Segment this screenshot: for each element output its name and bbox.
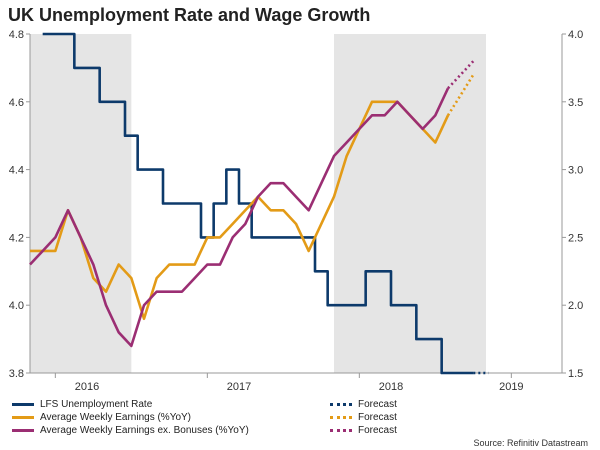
tick-labels: 3.8 4.0 4.2 4.4 4.6 4.8 1.5 2.0 2.5 3.0 3.5 4.0 2016… <box>9 29 584 393</box>
x-tick-label: 2019 <box>499 381 523 393</box>
y-left-tick-label: 4.2 <box>9 232 24 244</box>
legend-label-unemployment: LFS Unemployment Rate <box>40 399 153 410</box>
y-right-tick-label: 1.5 <box>568 368 583 380</box>
y-right-tick-label: 2.0 <box>568 300 583 312</box>
y-right-tick-label: 3.5 <box>568 97 583 109</box>
legend-swatch-unemployment-forecast <box>330 403 352 406</box>
source-note: Source: Refinitiv Datastream <box>473 438 588 448</box>
legend-swatch-unemployment <box>12 403 34 406</box>
y-left-tick-label: 4.8 <box>9 29 24 41</box>
shaded-periods <box>30 34 486 373</box>
y-left-tick-label: 4.6 <box>9 97 24 109</box>
legend: LFS Unemployment Rate Forecast Average W… <box>12 398 600 438</box>
y-right-tick-label: 3.0 <box>568 165 583 177</box>
series-line-3 <box>29 87 450 348</box>
y-right-tick-label: 4.0 <box>568 29 583 41</box>
legend-item-earnings-forecast: Forecast <box>330 411 397 424</box>
y-left-tick-label: 4.0 <box>9 300 24 312</box>
legend-item-unemployment: LFS Unemployment Rate <box>12 398 152 411</box>
series-lines <box>29 32 489 375</box>
legend-swatch-earnings-ex-bonus-forecast <box>330 429 352 432</box>
legend-swatch-earnings-forecast <box>330 416 352 419</box>
shaded-period-1 <box>30 34 132 373</box>
legend-swatch-earnings <box>12 416 34 419</box>
legend-label-earnings: Average Weekly Earnings (%YoY) <box>40 412 192 423</box>
chart-area: 3.8 4.0 4.2 4.4 4.6 4.8 1.5 2.0 2.5 3.0 3.5 4.0 2016… <box>9 29 584 393</box>
legend-label-earnings-ex-bonus: Average Weekly Earnings ex. Bonuses (%Yo… <box>40 425 249 436</box>
legend-item-earnings-ex-bonus-forecast: Forecast <box>330 424 397 437</box>
x-tick-label: 2017 <box>227 381 251 393</box>
y-right-tick-label: 2.5 <box>568 232 583 244</box>
legend-label-earnings-forecast: Forecast <box>358 412 397 423</box>
legend-item-earnings-ex-bonus: Average Weekly Earnings ex. Bonuses (%Yo… <box>12 424 249 437</box>
legend-item-earnings: Average Weekly Earnings (%YoY) <box>12 411 191 424</box>
x-tick-label: 2016 <box>75 381 99 393</box>
legend-label-earnings-ex-bonus-forecast: Forecast <box>358 425 397 436</box>
legend-label-unemployment-forecast: Forecast <box>358 399 397 410</box>
shaded-period-2 <box>334 34 486 373</box>
forecast-line-3 <box>447 60 475 90</box>
legend-swatch-earnings-ex-bonus <box>12 429 34 432</box>
legend-item-unemployment-forecast: Forecast <box>330 398 397 411</box>
y-left-tick-label: 4.4 <box>9 165 24 177</box>
chart-title: UK Unemployment Rate and Wage Growth <box>8 5 371 25</box>
y-left-tick-label: 3.8 <box>9 368 24 380</box>
x-tick-label: 2018 <box>379 381 403 393</box>
